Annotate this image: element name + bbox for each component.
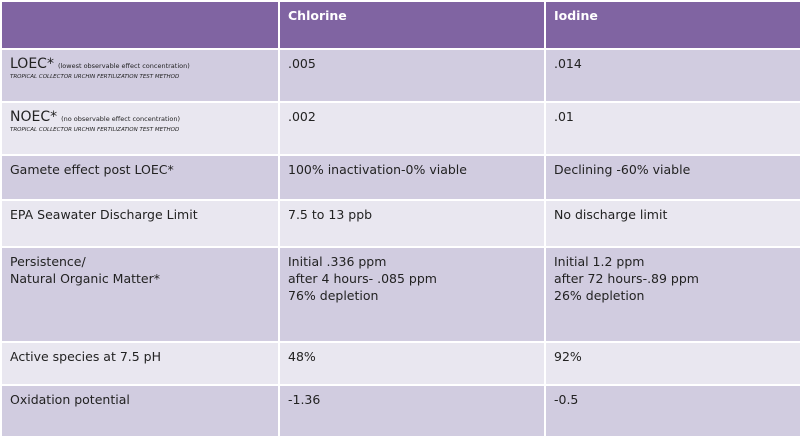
chlorine-value: -1.36 xyxy=(278,384,546,438)
row-label: Oxidation potential xyxy=(0,384,280,438)
table-row: Oxidation potential -1.36 -0.5 xyxy=(0,384,800,438)
chlorine-value: 7.5 to 13 ppb xyxy=(278,199,546,248)
chlorine-value: 100% inactivation-0% viable xyxy=(278,154,546,201)
row-label: NOEC* (no observable effect concentratio… xyxy=(0,101,280,156)
label-sub: (lowest observable effect concentration) xyxy=(57,62,190,70)
table-row: LOEC* (lowest observable effect concentr… xyxy=(0,48,800,103)
header-chlorine: Chlorine xyxy=(278,0,546,50)
table-row: Gamete effect post LOEC* 100% inactivati… xyxy=(0,154,800,201)
iodine-value: -0.5 xyxy=(544,384,800,438)
row-label: Persistence/ Natural Organic Matter* xyxy=(0,246,280,343)
table-row: NOEC* (no observable effect concentratio… xyxy=(0,101,800,156)
header-empty xyxy=(0,0,280,50)
label-main: LOEC* xyxy=(10,56,54,72)
iodine-value: Initial 1.2 ppm after 72 hours-.89 ppm 2… xyxy=(544,246,800,343)
chlorine-value: .005 xyxy=(278,48,546,103)
iodine-value: .01 xyxy=(544,101,800,156)
header-iodine: Iodine xyxy=(544,0,800,50)
iodine-value: No discharge limit xyxy=(544,199,800,248)
row-label: EPA Seawater Discharge Limit xyxy=(0,199,280,248)
table-row: EPA Seawater Discharge Limit 7.5 to 13 p… xyxy=(0,199,800,248)
label-main: NOEC* xyxy=(10,109,58,125)
label-method: TROPICAL COLLECTOR URCHIN FERTILIZATION … xyxy=(10,127,180,133)
header-row: Chlorine Iodine xyxy=(0,0,800,50)
chlorine-value: .002 xyxy=(278,101,546,156)
iodine-value: .014 xyxy=(544,48,800,103)
table-row: Active species at 7.5 pH 48% 92% xyxy=(0,341,800,386)
chlorine-value: 48% xyxy=(278,341,546,386)
label-method: TROPICAL COLLECTOR URCHIN FERTILIZATION … xyxy=(10,74,180,80)
row-label: LOEC* (lowest observable effect concentr… xyxy=(0,48,280,103)
iodine-value: 92% xyxy=(544,341,800,386)
chlorine-value: Initial .336 ppm after 4 hours- .085 ppm… xyxy=(278,246,546,343)
row-label: Active species at 7.5 pH xyxy=(0,341,280,386)
table-row: Persistence/ Natural Organic Matter* Ini… xyxy=(0,246,800,343)
iodine-value: Declining -60% viable xyxy=(544,154,800,201)
row-label: Gamete effect post LOEC* xyxy=(0,154,280,201)
label-sub: (no observable effect concentration) xyxy=(61,115,181,123)
